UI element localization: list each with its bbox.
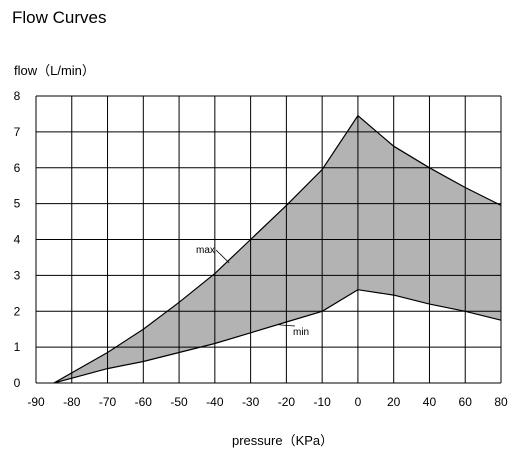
grid-layer (35, 95, 502, 384)
chart-title: Flow Curves (12, 8, 107, 27)
x-tick-label: 40 (423, 395, 437, 409)
x-tick-label: 80 (494, 395, 508, 409)
x-tick-label: -30 (242, 395, 260, 409)
fill-layer (53, 115, 502, 383)
x-tick-label: -20 (278, 395, 296, 409)
x-axis-label: pressure（KPa） (232, 433, 334, 448)
x-tick-label: -60 (135, 395, 153, 409)
series-label-leader-min (279, 324, 296, 327)
y-tick-label: 7 (14, 125, 21, 139)
series-label-max: max (196, 245, 215, 256)
series-line-min (53, 289, 502, 384)
x-tick-label: -80 (63, 395, 81, 409)
y-axis-label: flow（L/min） (14, 63, 95, 78)
y-tick-label: 2 (14, 304, 21, 318)
series-label-min: min (293, 327, 309, 338)
y-tick-label: 3 (14, 268, 21, 282)
y-tick-label: 4 (14, 233, 21, 247)
x-tick-label: 60 (459, 395, 473, 409)
flow-range-area (53, 115, 502, 383)
tick-layer: -90 -80 -70 -60 -50 -40 -30 -20 -10 0 20 40 60 80 0 1 2 3… (14, 89, 508, 409)
series-layer (53, 114, 502, 384)
y-tick-label: 8 (14, 89, 21, 103)
series-line-max (53, 114, 502, 384)
x-tick-label: -50 (170, 395, 188, 409)
y-tick-label: 5 (14, 197, 21, 211)
x-tick-label: 0 (355, 395, 362, 409)
label-layer: max min (196, 245, 309, 338)
x-tick-label: -90 (27, 395, 45, 409)
x-tick-label: -40 (206, 395, 224, 409)
x-tick-label: -70 (99, 395, 117, 409)
y-tick-label: 0 (14, 376, 21, 390)
x-tick-label: -10 (313, 395, 331, 409)
y-tick-label: 6 (14, 161, 21, 175)
x-tick-label: 20 (387, 395, 401, 409)
series-label-leader-max (215, 249, 230, 264)
y-tick-label: 1 (14, 340, 21, 354)
